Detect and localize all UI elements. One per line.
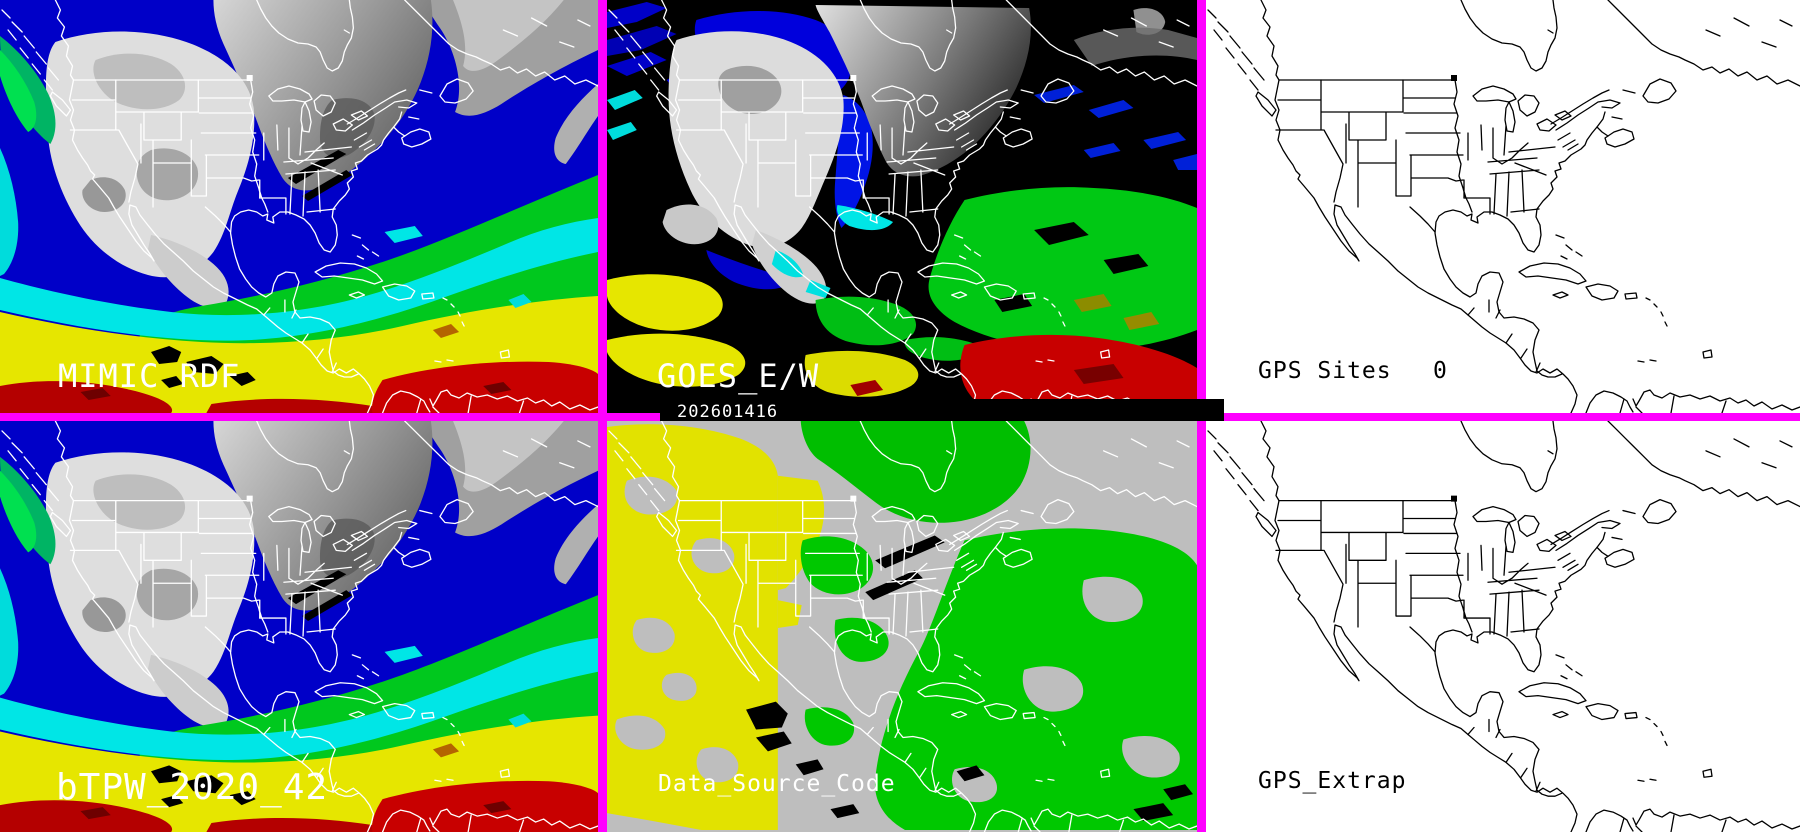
tpw-satellite-image [0,0,598,413]
panel-label-btpw: bTPW_2020_42 [56,767,329,808]
panel-goes-ew[interactable]: GOES_E/W [607,0,1197,413]
panel-data-source-code[interactable]: Data_Source_Code [607,421,1197,832]
data-source-image [607,421,1197,832]
btpw-satellite-image [0,421,598,832]
panel-mimic-rdf[interactable]: MIMIC RDF [0,0,598,413]
timestamp-bar: 202601416 [660,399,1224,422]
panel-gps-sites[interactable]: GPS Sites 0 [1206,0,1800,413]
gps-sites-count: 0 [1433,358,1448,384]
goes-satellite-image [607,0,1197,413]
gps-extrap-map [1206,421,1800,832]
panel-btpw[interactable]: bTPW_2020_42 [0,421,598,832]
panel-label-gps-sites: GPS Sites [1258,358,1392,384]
panel-label-gps-extrap: GPS_Extrap [1258,768,1407,794]
gps-sites-map [1206,0,1800,413]
panel-label-data-source: Data_Source_Code [658,771,896,797]
panel-label-goes: GOES_E/W [657,357,820,395]
timestamp-text: 202601416 [677,402,779,422]
panel-label-mimic: MIMIC RDF [58,357,241,395]
panel-gps-extrap[interactable]: GPS_Extrap [1206,421,1800,832]
